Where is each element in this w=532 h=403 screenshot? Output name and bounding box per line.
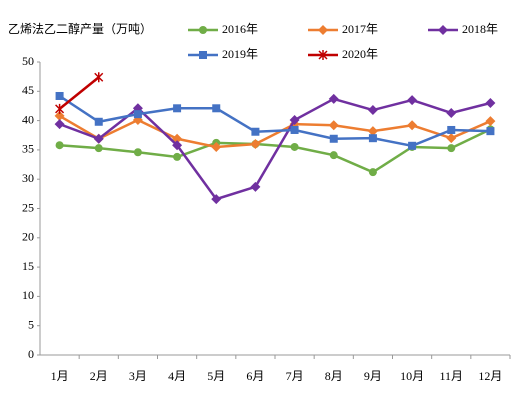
legend-label: 2020年 [342, 47, 378, 61]
data-point [54, 110, 65, 121]
data-point [446, 107, 457, 118]
y-tick-label: 25 [22, 200, 34, 214]
series-line [58, 94, 491, 148]
data-point [446, 133, 457, 144]
x-tick-label: 5月 [207, 369, 225, 383]
y-tick-label: 10 [22, 288, 34, 302]
data-point [329, 151, 338, 160]
legend-marker [318, 25, 328, 35]
data-point [485, 116, 496, 127]
chart-title: 乙烯法乙二醇产量（万吨） [8, 21, 152, 36]
data-point [133, 110, 142, 119]
y-tick-label: 20 [22, 230, 34, 244]
data-point [368, 168, 377, 177]
x-tick-label: 8月 [325, 369, 343, 383]
y-tick-label: 35 [22, 142, 34, 156]
y-tick-label: 40 [22, 112, 34, 126]
data-point [290, 125, 299, 134]
data-point [94, 72, 104, 83]
data-point [133, 148, 142, 157]
data-point [211, 194, 222, 205]
data-point [173, 152, 182, 161]
data-point [447, 144, 456, 153]
data-point [94, 117, 103, 126]
y-tick-label: 5 [28, 317, 34, 331]
x-tick-label: 9月 [364, 369, 382, 383]
x-tick-label: 2月 [90, 369, 108, 383]
data-point [486, 127, 495, 136]
legend-label: 2016年 [222, 22, 258, 36]
legend-marker [199, 51, 207, 59]
series-line [59, 128, 491, 174]
data-point [290, 142, 299, 151]
data-point [485, 98, 496, 109]
legend-marker [318, 50, 328, 60]
legend-label: 2019年 [222, 47, 258, 61]
data-point [407, 95, 418, 106]
y-tick-label: 50 [22, 54, 34, 68]
x-tick-label: 4月 [168, 369, 186, 383]
data-point [408, 141, 417, 150]
data-point [367, 105, 378, 116]
legend-marker [199, 26, 207, 34]
data-point [250, 139, 261, 150]
x-tick-label: 10月 [400, 369, 424, 383]
x-tick-label: 1月 [51, 369, 69, 383]
data-point [93, 133, 104, 144]
data-point [368, 134, 377, 143]
series-line [59, 97, 491, 201]
data-point [55, 91, 64, 100]
data-point [211, 141, 222, 152]
legend-marker [438, 25, 448, 35]
x-tick-label: 11月 [439, 369, 463, 383]
data-point [289, 115, 300, 126]
data-point [251, 127, 260, 136]
x-tick-label: 3月 [129, 369, 147, 383]
data-point [54, 119, 65, 130]
data-point [250, 181, 261, 192]
x-tick-label: 12月 [478, 369, 502, 383]
data-point [55, 141, 64, 150]
legend-label: 2018年 [462, 22, 498, 36]
data-point [367, 126, 378, 137]
data-point [447, 125, 456, 134]
data-point [328, 93, 339, 104]
y-tick-label: 45 [22, 83, 34, 97]
data-point [55, 103, 65, 114]
data-point [328, 120, 339, 131]
data-point [212, 104, 221, 113]
x-tick-label: 6月 [246, 369, 264, 383]
x-tick-label: 7月 [286, 369, 304, 383]
series-line [58, 114, 491, 149]
legend-label: 2017年 [342, 22, 378, 36]
y-tick-label: 0 [28, 347, 34, 361]
series-line [58, 76, 100, 110]
data-point [329, 134, 338, 143]
y-tick-label: 15 [22, 259, 34, 273]
y-tick-label: 30 [22, 171, 34, 185]
data-point [173, 104, 182, 113]
data-point [172, 140, 183, 151]
data-point [407, 120, 418, 131]
data-point [94, 144, 103, 153]
